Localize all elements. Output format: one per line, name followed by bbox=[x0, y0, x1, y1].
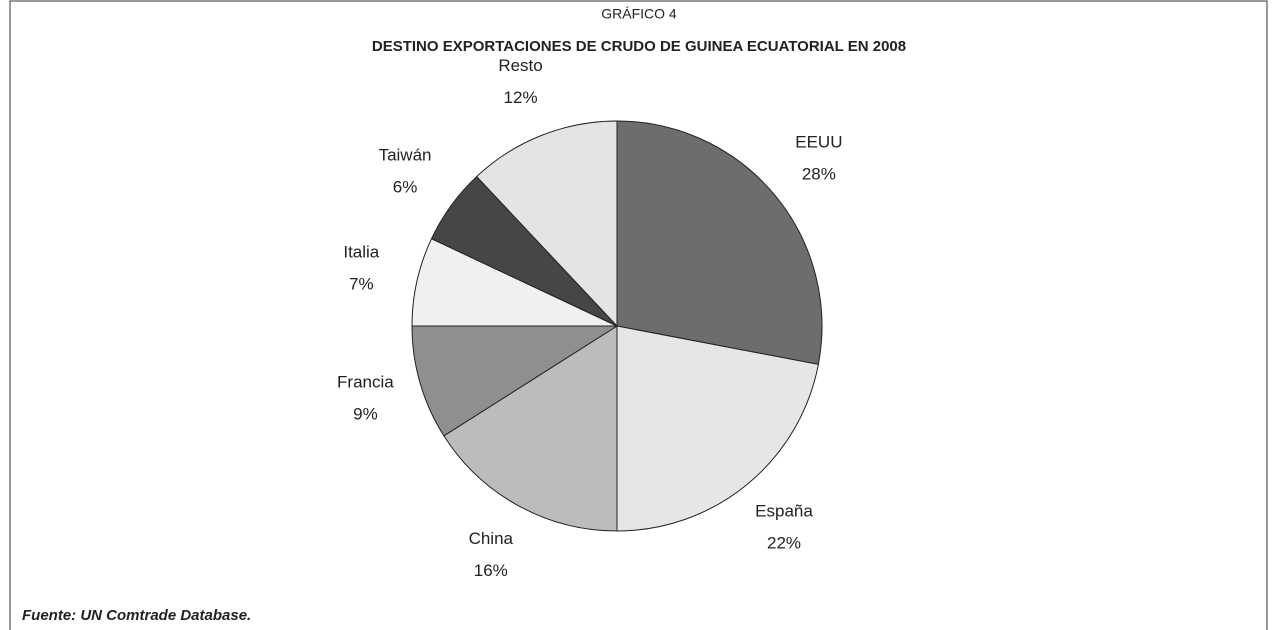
pie-slice bbox=[616, 120, 823, 365]
pie-slice bbox=[443, 325, 618, 532]
chart-title: GRÁFICO 4 bbox=[601, 6, 677, 22]
slice-label: Taiwán bbox=[379, 145, 432, 164]
slice-value-label: 16% bbox=[474, 561, 508, 580]
source-note: Fuente: UN Comtrade Database. bbox=[22, 607, 251, 624]
slice-label: Italia bbox=[343, 242, 379, 261]
slice-value-label: 22% bbox=[767, 533, 801, 552]
chart-subtitle: DESTINO EXPORTACIONES DE CRUDO DE GUINEA… bbox=[372, 38, 906, 55]
frame bbox=[9, 0, 1268, 630]
slice-label: EEUU bbox=[795, 132, 842, 151]
pie-slice bbox=[616, 325, 819, 532]
slice-label: España bbox=[755, 501, 813, 520]
pie-slice bbox=[411, 325, 619, 437]
slice-label: Francia bbox=[337, 373, 394, 392]
slice-label: China bbox=[469, 529, 514, 548]
slice-value-label: 6% bbox=[393, 177, 418, 196]
slice-value-label: 9% bbox=[353, 405, 378, 424]
slice-value-label: 12% bbox=[504, 88, 538, 107]
slice-value-label: 7% bbox=[349, 274, 374, 293]
slice-label: Resto bbox=[498, 56, 542, 75]
pie-slice bbox=[475, 120, 618, 328]
slice-value-label: 28% bbox=[802, 164, 836, 183]
